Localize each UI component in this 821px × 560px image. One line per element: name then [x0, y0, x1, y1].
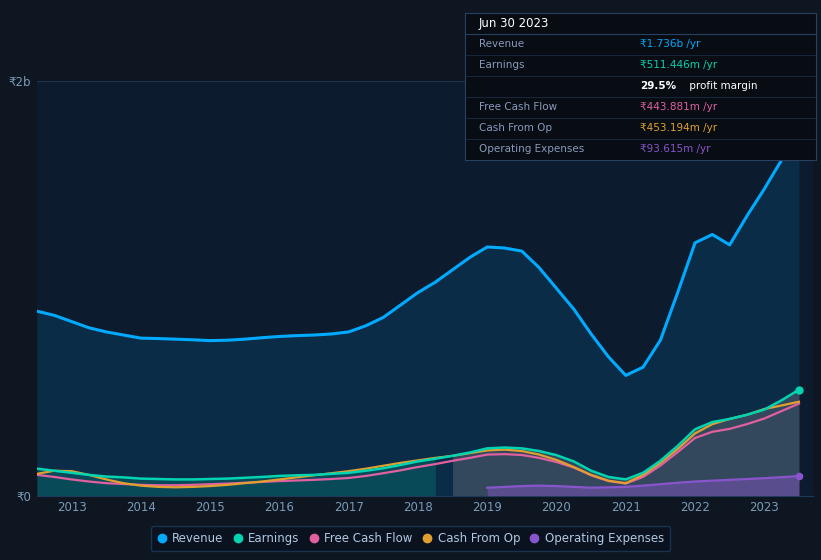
Text: ₹93.615m /yr: ₹93.615m /yr	[640, 144, 711, 154]
Text: ₹511.446m /yr: ₹511.446m /yr	[640, 60, 718, 70]
Legend: Revenue, Earnings, Free Cash Flow, Cash From Op, Operating Expenses: Revenue, Earnings, Free Cash Flow, Cash …	[151, 526, 670, 551]
Text: Operating Expenses: Operating Expenses	[479, 144, 584, 154]
Text: Revenue: Revenue	[479, 39, 524, 49]
Text: Jun 30 2023: Jun 30 2023	[479, 17, 549, 30]
Text: ₹453.194m /yr: ₹453.194m /yr	[640, 123, 718, 133]
Text: ₹443.881m /yr: ₹443.881m /yr	[640, 102, 718, 112]
Text: 29.5%: 29.5%	[640, 81, 677, 91]
Text: Cash From Op: Cash From Op	[479, 123, 552, 133]
Text: Free Cash Flow: Free Cash Flow	[479, 102, 557, 112]
Text: Earnings: Earnings	[479, 60, 525, 70]
Text: profit margin: profit margin	[686, 81, 758, 91]
Text: ₹1.736b /yr: ₹1.736b /yr	[640, 39, 701, 49]
